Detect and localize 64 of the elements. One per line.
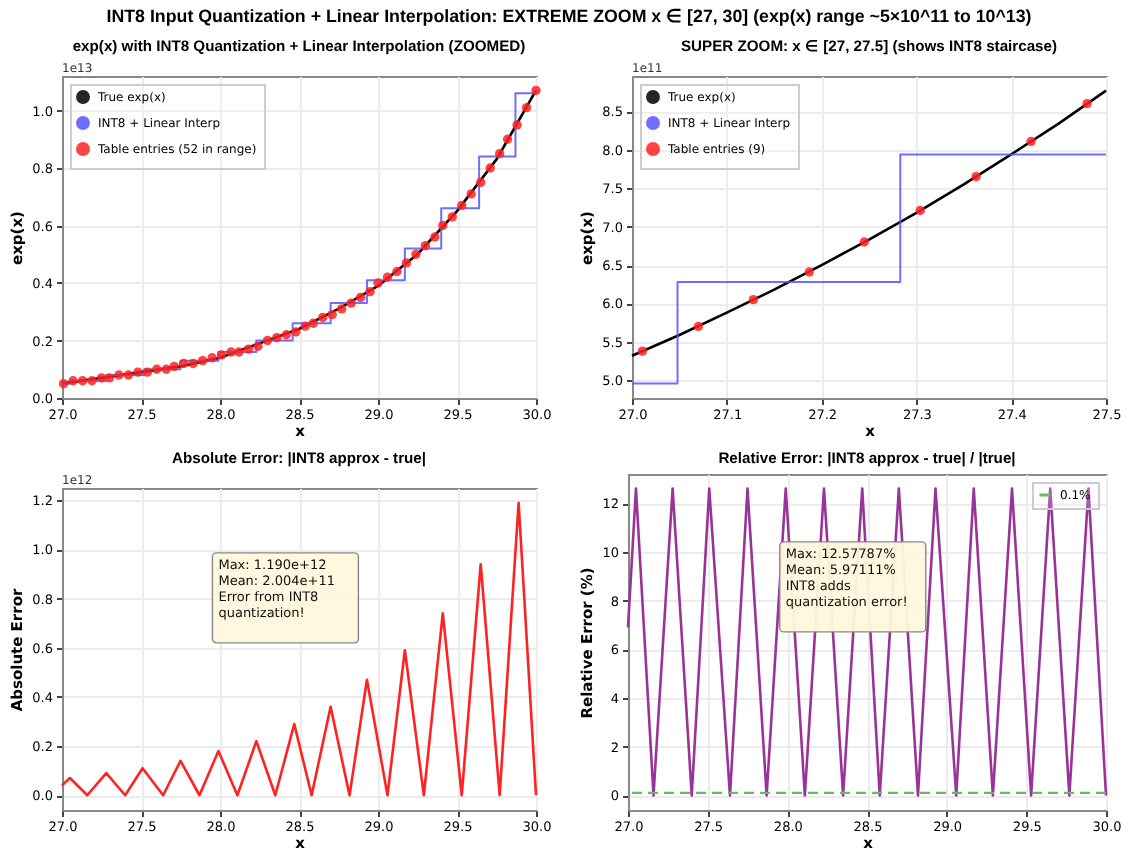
point (216, 350, 227, 360)
line-series (630, 89, 1108, 358)
point (637, 346, 648, 356)
point (531, 85, 541, 96)
point (272, 332, 282, 343)
point (300, 321, 311, 331)
point (457, 200, 467, 211)
text: INT8 Input Quantization + Linear Interpolation: EXTREME ZOOM x ∈ [27, 30] (exp(x) range ~5×10^11 to 10^13) (104, 4, 1034, 30)
point (152, 364, 162, 374)
point (243, 344, 254, 354)
point (915, 205, 925, 216)
point (804, 267, 814, 277)
point (253, 341, 263, 351)
point (485, 163, 495, 173)
point (226, 347, 236, 357)
point (96, 373, 107, 383)
point (466, 189, 476, 199)
point (87, 376, 97, 386)
point (355, 292, 366, 303)
point (161, 364, 171, 374)
point (207, 353, 217, 363)
point (859, 237, 869, 247)
point (1026, 136, 1036, 146)
point (1082, 98, 1092, 109)
point (521, 102, 532, 113)
point (392, 266, 402, 277)
point (318, 312, 328, 323)
point (365, 286, 375, 297)
point (382, 272, 393, 282)
point (169, 361, 179, 372)
point (494, 148, 505, 159)
point (373, 278, 383, 288)
point (197, 355, 208, 366)
point (502, 134, 513, 144)
point (58, 378, 69, 389)
point (346, 298, 356, 308)
point (308, 318, 318, 328)
point (281, 330, 292, 340)
point (476, 177, 486, 188)
point (114, 370, 124, 380)
point (693, 321, 704, 332)
point (291, 327, 301, 337)
point (438, 220, 448, 231)
point (68, 376, 78, 386)
point (123, 370, 134, 380)
point (420, 240, 431, 251)
point (748, 294, 759, 305)
point (234, 347, 244, 357)
point (411, 249, 421, 259)
point (178, 358, 189, 369)
point (401, 258, 412, 268)
point (512, 120, 522, 130)
point (336, 304, 347, 314)
point (104, 373, 115, 383)
point (77, 376, 88, 386)
point (971, 171, 981, 182)
point (142, 367, 153, 377)
line-series (60, 501, 538, 797)
point (430, 232, 440, 242)
point (133, 367, 143, 377)
point (262, 335, 273, 346)
point (447, 212, 457, 222)
point (188, 358, 198, 369)
point (327, 309, 337, 320)
